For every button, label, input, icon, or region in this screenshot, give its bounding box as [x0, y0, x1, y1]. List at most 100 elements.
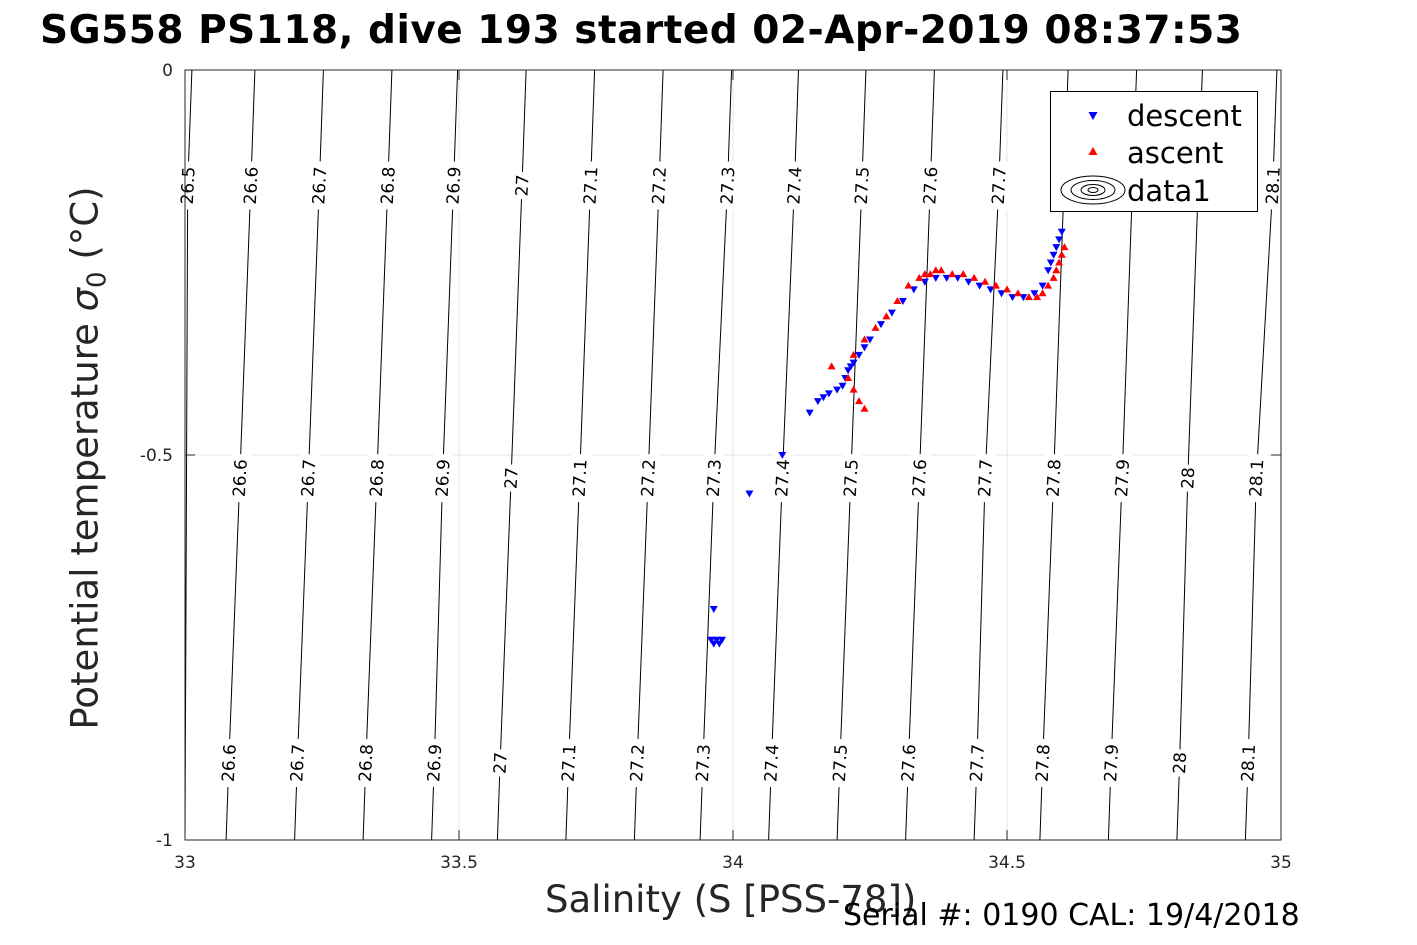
y-tick-label: -0.5: [140, 446, 173, 466]
ascent-marker: [1060, 243, 1069, 251]
contour-label-text: 27.2: [638, 459, 660, 498]
contour-label-bg: [771, 453, 794, 503]
contour-label: 27.6: [897, 738, 920, 788]
descent-marker: [838, 382, 847, 390]
ascent-marker: [1052, 266, 1061, 274]
ascent-marker: [1024, 293, 1033, 301]
contour-label: 27.3: [702, 453, 726, 503]
contour-label: 27.9: [1110, 453, 1134, 503]
contour-label: 28: [1168, 748, 1191, 778]
contour-label-text: 27.7: [967, 744, 989, 783]
contour-label-text: 26.7: [309, 166, 331, 205]
contour-label-text: 28: [1178, 467, 1199, 490]
contour-label-bg: [897, 738, 920, 788]
legend-label-data1: data1: [1127, 174, 1211, 208]
x-tick-label: 34: [722, 853, 744, 873]
contour-label-bg: [354, 738, 378, 788]
descent-marker: [778, 452, 787, 459]
contour-label: 27.1: [557, 738, 581, 788]
contour-label-text: 26.6: [241, 166, 263, 205]
contour-label-bg: [228, 453, 252, 503]
contour-label: 27.7: [965, 738, 989, 788]
contour-label-text: 27.4: [772, 459, 794, 498]
ascent-marker: [849, 385, 858, 393]
contour-label: 27.9: [1099, 738, 1123, 788]
ascent-marker: [827, 362, 836, 370]
x-tick-label: 33.5: [440, 853, 478, 873]
contour-label-text: 27.5: [852, 166, 874, 205]
descent-marker: [849, 359, 858, 367]
contour-label: 28: [1177, 464, 1199, 493]
contour-label-text: 27: [491, 752, 512, 775]
isopycnal-line: [1107, 69, 1138, 841]
contour-label-text: 26.8: [356, 744, 378, 783]
contour-label: 28.1: [1261, 161, 1285, 210]
x-axis-label: Salinity (S [PSS-78]): [545, 878, 917, 921]
contour-label-text: 27.5: [841, 459, 863, 498]
contour-label: 27.6: [919, 161, 942, 210]
contour-label-text: 27.5: [830, 744, 852, 783]
legend-item-descent: descent: [1051, 97, 1257, 133]
contour-label-bg: [647, 161, 671, 210]
legend-item-ascent: ascent: [1051, 134, 1257, 170]
contour-label: 28.1: [1236, 738, 1260, 788]
descent-marker: [1030, 290, 1039, 298]
chart-title: SG558 PS118, dive 193 started 02-Apr-201…: [40, 8, 1243, 53]
serial-calibration-note: Serial #: 0190 CAL: 19/4/2018: [843, 898, 1300, 933]
descent-marker: [1044, 267, 1053, 275]
ascent-marker: [1033, 293, 1042, 301]
ascent-marker: [992, 281, 1000, 289]
contour-label-text: 26.8: [367, 459, 389, 498]
contour-label: 27.2: [636, 453, 660, 503]
contour-label-bg: [702, 453, 726, 503]
ascent-marker: [1055, 258, 1064, 266]
ascent-marker: [1038, 289, 1047, 297]
contour-label: 26.6: [217, 738, 241, 788]
contour-label: 27.7: [973, 453, 997, 503]
contour-label: 27.2: [647, 161, 671, 210]
contour-label-bg: [850, 161, 874, 210]
contour-label-bg: [308, 161, 331, 210]
descent-marker: [898, 298, 907, 305]
contour-label-bg: [1245, 453, 1268, 503]
ascent-marker: [970, 273, 979, 281]
ascent-marker: [1003, 285, 1011, 293]
contour-label-text: 27.3: [693, 744, 715, 783]
descent-marker: [1038, 282, 1047, 290]
contour-label-bg: [908, 453, 931, 503]
contour-label-text: 27.6: [898, 744, 920, 783]
contour-label-bg: [1110, 453, 1134, 503]
contour-label: 26.9: [442, 161, 465, 210]
contour-label: 26.7: [286, 738, 309, 788]
contour-label-bg: [828, 738, 852, 788]
ascent-marker: [1044, 281, 1053, 289]
data-points: [707, 228, 1069, 648]
ascent-marker: [931, 266, 940, 274]
descent-marker: [866, 336, 874, 344]
ascent-marker: [937, 266, 946, 274]
contour-label: 27.6: [908, 453, 931, 503]
contour-label-bg: [1236, 738, 1260, 788]
contour-label-bg: [1168, 748, 1191, 778]
ascent-marker: [855, 397, 863, 405]
descent-marker: [877, 321, 885, 329]
y-axis-label-sigma: σ: [63, 287, 107, 312]
legend: descent ascent data1: [1050, 91, 1258, 212]
descent-marker: [1055, 236, 1064, 244]
contour-label: 27.4: [771, 453, 794, 503]
contour-label-bg: [783, 161, 806, 210]
contour-label-text: 26.9: [433, 459, 455, 498]
contour-label-bg: [511, 171, 533, 200]
contour-label-bg: [568, 453, 591, 503]
contour-label: 26.9: [423, 738, 446, 788]
contour-label-bg: [965, 738, 989, 788]
descent-marker: [833, 386, 842, 394]
contour-label-bg: [987, 161, 1011, 210]
contour-label-bg: [423, 738, 446, 788]
contour-label-bg: [1177, 464, 1199, 493]
contour-label-text: 27.9: [1101, 744, 1123, 783]
contour-label-text: 27.7: [989, 166, 1011, 205]
contour-label-bg: [716, 161, 739, 210]
descent-marker: [718, 636, 726, 644]
